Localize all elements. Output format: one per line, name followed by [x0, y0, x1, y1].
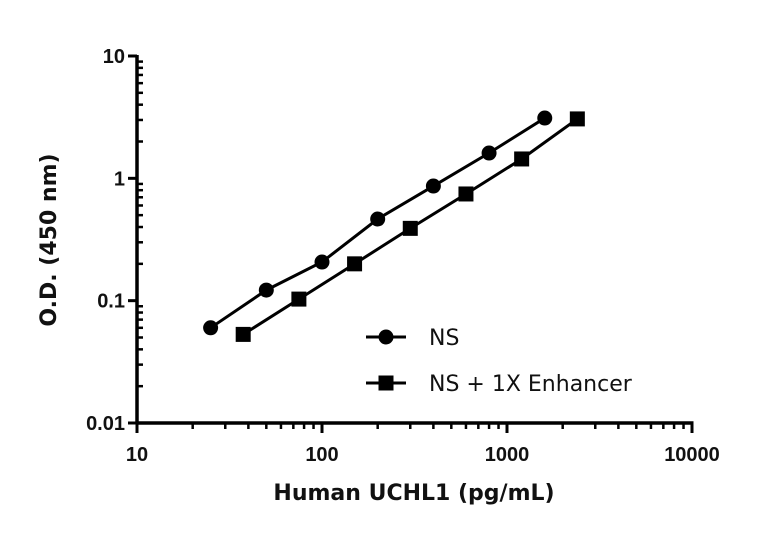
- square-marker-icon: [378, 375, 394, 391]
- data-point-square: [458, 186, 474, 202]
- data-point-square: [235, 326, 251, 342]
- data-point-circle: [481, 145, 497, 161]
- data-point-square: [291, 291, 307, 307]
- data-point-square: [402, 220, 418, 236]
- data-point-circle: [314, 254, 330, 270]
- x-tick-label: 10000: [664, 444, 720, 466]
- series-ns: [203, 110, 553, 336]
- legend-label: NS + 1X Enhancer: [429, 372, 633, 397]
- data-point-square: [347, 256, 363, 272]
- x-tick-label: 10: [126, 444, 148, 466]
- y-tick-label: 0.01: [86, 413, 125, 435]
- y-tick-label: 0.1: [97, 291, 125, 313]
- y-tick-label: 10: [103, 46, 125, 68]
- data-point-square: [569, 111, 585, 127]
- x-axis: 10 100 1000 10000: [126, 421, 720, 466]
- legend-item: NS: [366, 326, 459, 351]
- data-point-circle: [425, 178, 441, 194]
- data-point-circle: [258, 282, 274, 298]
- legend: NS NS + 1X Enhancer: [366, 326, 633, 397]
- y-axis: 0.01 0.1 1 10: [86, 46, 143, 435]
- y-tick-label: 1: [114, 168, 125, 190]
- series-ns-enhancer: [235, 111, 585, 342]
- legend-item: NS + 1X Enhancer: [366, 372, 633, 397]
- x-axis-title: Human UCHL1 (pg/mL): [273, 481, 554, 506]
- data-point-circle: [370, 211, 386, 227]
- x-tick-label: 1000: [485, 444, 530, 466]
- data-point-square: [514, 151, 530, 167]
- data-point-circle: [203, 320, 219, 336]
- circle-marker-icon: [378, 329, 394, 345]
- y-axis-title: O.D. (450 nm): [37, 153, 62, 326]
- plot-area: [203, 110, 585, 342]
- legend-label: NS: [429, 326, 459, 351]
- x-tick-label: 100: [305, 444, 338, 466]
- data-point-circle: [537, 110, 553, 126]
